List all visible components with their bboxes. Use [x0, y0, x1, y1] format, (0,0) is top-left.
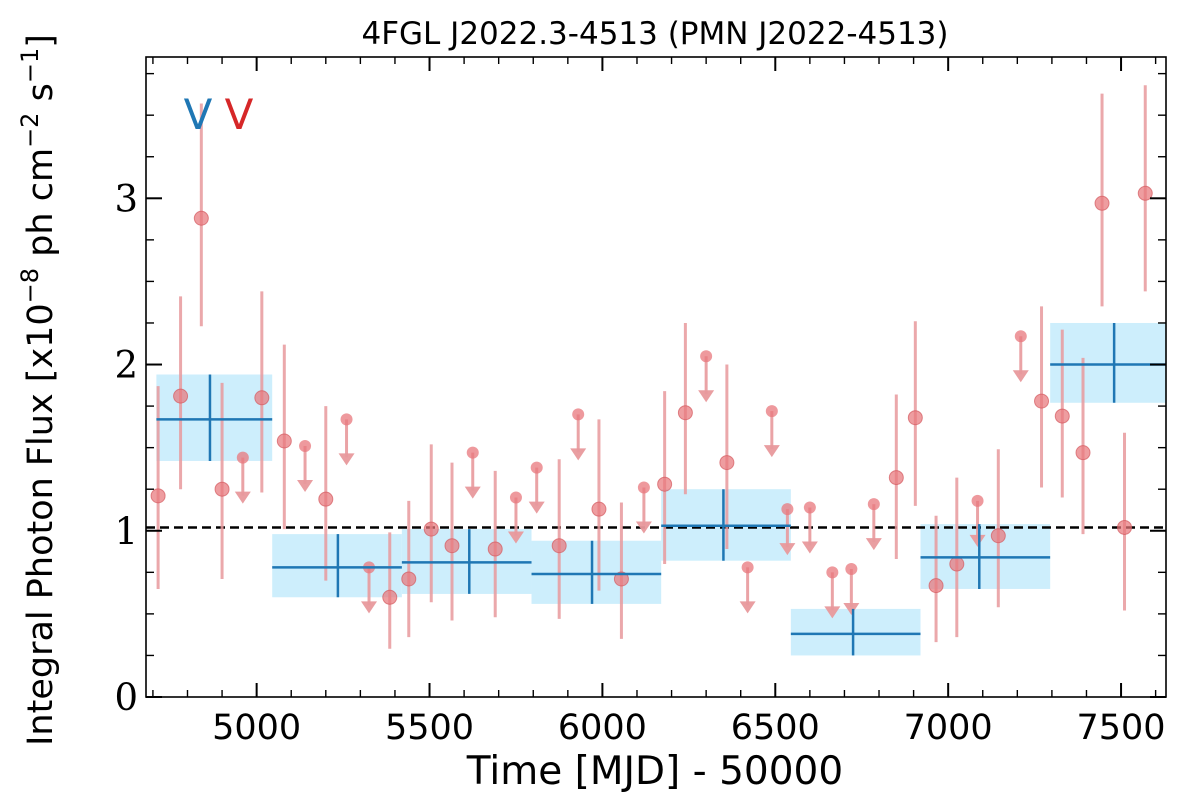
- upper-limit-point-11: [765, 405, 778, 418]
- detection-point-6: [318, 491, 334, 507]
- detection-point-1: [173, 388, 189, 404]
- detection-point-26: [1094, 195, 1110, 211]
- detection-point-3: [214, 481, 230, 497]
- detection-point-11: [487, 541, 503, 557]
- detection-point-15: [657, 476, 673, 492]
- x-axis-label: Time [MJD] - 50000: [466, 749, 843, 794]
- bin-band-5: [790, 608, 921, 656]
- detection-point-14: [613, 571, 629, 587]
- upper-limit-arrow-16: [865, 538, 882, 551]
- y-axis-label-main: Integral Photon Flux [x10: [21, 303, 61, 746]
- y-axis-label-exp3: −1: [16, 48, 44, 83]
- bin-band-7: [1050, 322, 1166, 403]
- upper-limit-point-1: [299, 439, 312, 452]
- detection-point-23: [1034, 393, 1050, 409]
- bin-band-0: [156, 374, 273, 461]
- upper-limit-point-10: [741, 561, 754, 574]
- upper-limit-arrow-1: [297, 479, 314, 492]
- upper-limit-point-5: [509, 491, 522, 504]
- y-tick-label: 1: [114, 510, 138, 553]
- detection-point-0: [150, 488, 166, 504]
- marker-v-blue: V: [184, 90, 213, 139]
- detection-point-21: [949, 556, 965, 572]
- axis-ticks: 5000 5500 6000 6500 7000 7500 0 1 2 3: [114, 57, 1166, 748]
- y-tick-label: 3: [114, 177, 138, 220]
- x-tick-label: 5500: [385, 708, 474, 748]
- upper-limit-arrow-18: [1012, 370, 1029, 383]
- detection-point-24: [1054, 408, 1070, 424]
- y-tick-label: 0: [114, 676, 138, 719]
- upper-limit-point-14: [826, 566, 839, 579]
- detection-point-5: [276, 433, 292, 449]
- plot-frame: [145, 56, 1167, 698]
- detection-point-17: [719, 455, 735, 471]
- y-axis-label-s: s: [21, 83, 61, 112]
- upper-limit-point-12: [781, 503, 794, 516]
- upper-limit-arrow-10: [739, 601, 756, 614]
- plot-area: [146, 85, 1166, 656]
- detection-point-9: [423, 521, 439, 537]
- upper-limit-arrow-12: [779, 543, 796, 556]
- detection-point-20: [928, 578, 944, 594]
- upper-limit-arrow-13: [801, 541, 818, 554]
- upper-limit-arrow-3: [361, 601, 378, 614]
- upper-limit-arrow-7: [570, 448, 587, 461]
- upper-limit-arrow-11: [763, 445, 780, 458]
- detection-point-16: [677, 405, 693, 421]
- upper-limit-point-17: [971, 494, 984, 507]
- y-axis-label-end: ]: [21, 34, 61, 48]
- x-tick-label: 6500: [731, 708, 820, 748]
- x-tick-label: 7500: [1077, 708, 1166, 748]
- upper-limit-arrow-8: [635, 521, 652, 534]
- marker-v-red: V: [225, 90, 254, 139]
- upper-limit-point-13: [803, 501, 816, 514]
- detection-point-27: [1117, 519, 1133, 535]
- upper-limit-point-4: [466, 446, 479, 459]
- upper-limit-point-0: [236, 451, 249, 464]
- upper-limit-point-8: [637, 481, 650, 494]
- x-tick-label: 7000: [904, 708, 993, 748]
- y-axis-label-exp2: −2: [16, 113, 44, 148]
- detection-point-2: [193, 210, 209, 226]
- upper-limit-arrow-0: [234, 491, 251, 504]
- upper-limit-arrow-5: [507, 531, 524, 544]
- x-tick-label: 6000: [558, 708, 647, 748]
- upper-limit-arrow-15: [843, 603, 860, 615]
- upper-limit-point-15: [845, 563, 858, 575]
- upper-limit-arrow-6: [528, 501, 545, 514]
- detection-point-25: [1075, 445, 1091, 461]
- detection-point-4: [254, 390, 270, 406]
- y-tick-label: 2: [114, 344, 138, 387]
- upper-limit-arrow-14: [824, 606, 841, 619]
- detection-point-7: [382, 589, 398, 605]
- upper-limit-arrow-4: [464, 486, 481, 499]
- detection-point-13: [591, 501, 607, 517]
- x-tick-label: 5000: [212, 708, 301, 748]
- upper-limit-point-18: [1014, 330, 1027, 343]
- detection-point-28: [1137, 185, 1153, 201]
- upper-limit-point-16: [867, 498, 880, 511]
- detection-point-10: [444, 538, 460, 554]
- detection-point-22: [990, 528, 1006, 544]
- y-axis-label: Integral Photon Flux [x10−8 ph cm−2 s−1]: [16, 34, 61, 746]
- detection-point-12: [551, 538, 567, 554]
- y-axis-label-exp1: −8: [16, 268, 44, 303]
- detection-point-19: [907, 410, 923, 426]
- upper-limit-point-9: [700, 350, 713, 363]
- upper-limit-point-6: [530, 461, 543, 474]
- detection-point-8: [401, 571, 417, 587]
- detection-point-18: [888, 470, 904, 486]
- y-axis-label-mid: ph cm: [21, 148, 61, 268]
- upper-limit-point-7: [572, 408, 585, 421]
- bin-band-3: [531, 540, 662, 604]
- chart-title: 4FGL J2022.3-4513 (PMN J2022-4513): [361, 16, 948, 52]
- upper-limit-arrow-9: [698, 390, 715, 403]
- upper-limit-point-2: [340, 413, 353, 426]
- upper-limit-arrow-2: [338, 453, 355, 466]
- upper-limit-arrow-17: [969, 534, 986, 547]
